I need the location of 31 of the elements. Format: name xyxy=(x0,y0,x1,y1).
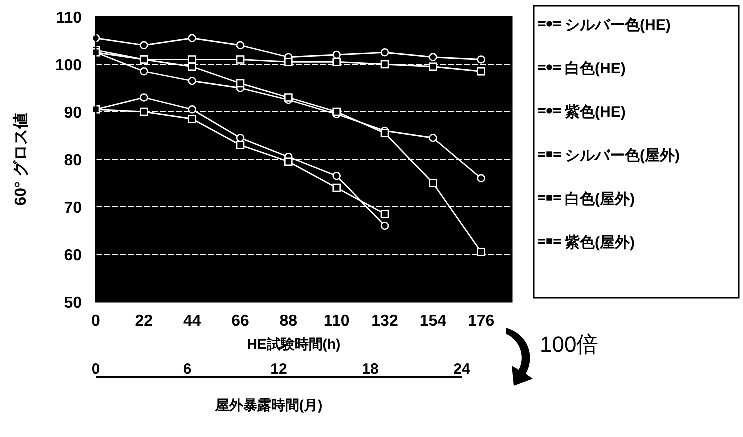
y-tick-label: 90 xyxy=(64,105,82,122)
x2-tick-label: 24 xyxy=(454,361,471,378)
x2-tick-label: 12 xyxy=(270,361,288,378)
legend-label: 紫色(屋外) xyxy=(564,234,635,252)
legend-label: シルバー色(屋外) xyxy=(565,148,680,164)
x-tick-label: 176 xyxy=(468,313,495,330)
y-tick-label: 110 xyxy=(56,10,82,27)
x-tick-label: 132 xyxy=(372,313,398,330)
y-tick-label: 100 xyxy=(55,58,82,74)
x-tick-label: 66 xyxy=(232,313,250,330)
y-tick-label: 60 xyxy=(64,248,82,264)
x2-tick-label: 0 xyxy=(92,361,100,378)
x-tick-label: 88 xyxy=(280,313,298,330)
x2-axis-title: 屋外暴露時間(月) xyxy=(214,397,323,413)
x-tick-label: 110 xyxy=(324,313,350,330)
legend-label: 紫色(HE) xyxy=(564,104,626,121)
x-tick-label: 0 xyxy=(92,313,101,330)
legend-label: シルバー色(HE) xyxy=(565,17,671,34)
text: 100倍 xyxy=(540,332,599,357)
x-tick-label: 22 xyxy=(135,313,154,330)
legend-label: 白色(屋外) xyxy=(565,191,635,208)
x2-tick-label: 6 xyxy=(183,361,192,378)
y-axis-title: 60° グロス値 xyxy=(12,113,30,206)
x2-tick-label: 18 xyxy=(362,361,379,378)
y-tick-label: 50 xyxy=(64,295,82,312)
y-tick-label: 70 xyxy=(64,200,82,217)
x-axis-title: HE試験時間(h) xyxy=(247,336,341,352)
legend-label: 白色(HE) xyxy=(565,60,626,78)
x-tick-label: 44 xyxy=(183,313,202,330)
y-tick-label: 80 xyxy=(64,152,82,170)
x-tick-label: 154 xyxy=(420,313,447,330)
